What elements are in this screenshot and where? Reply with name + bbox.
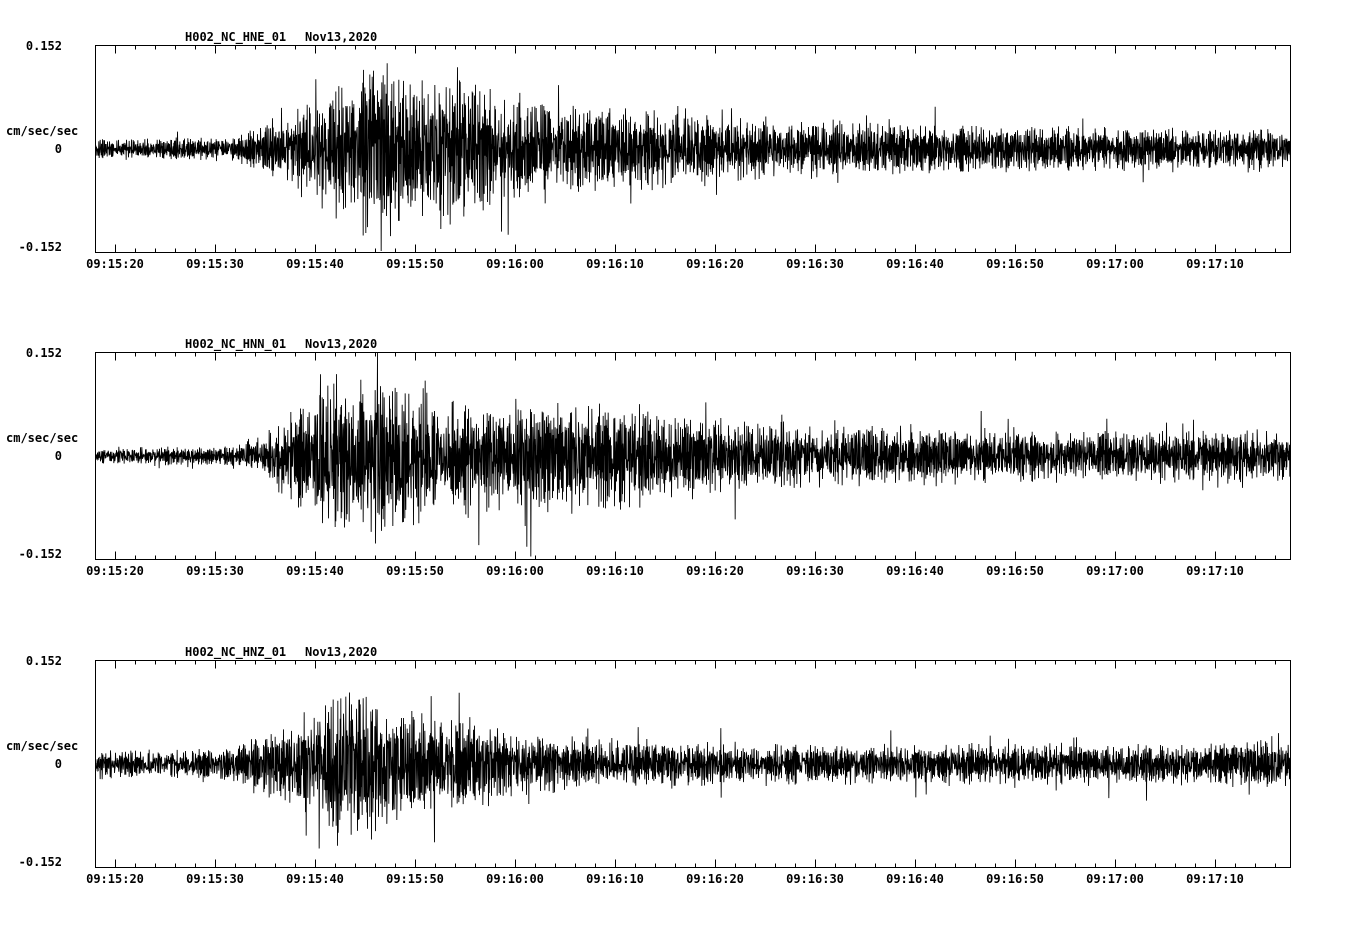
x-axis-labels: 09:15:20 09:15:30 09:15:40 09:15:50 09:16:00… [0,872,1358,888]
x-axis-time-label: 09:16:20 [686,872,744,886]
x-axis-time-label: 09:16:30 [786,872,844,886]
x-axis-time-label: 09:16:00 [486,257,544,271]
x-axis-time-label: 09:17:10 [1186,564,1244,578]
x-axis-time-label: 09:16:20 [686,257,744,271]
waveform-plot [95,45,1291,253]
x-axis-time-label: 09:15:40 [286,872,344,886]
x-axis-time-label: 09:17:10 [1186,257,1244,271]
trace-title: H002_NC_HNE_01 [185,30,287,44]
x-axis-time-label: 09:15:40 [286,257,344,271]
x-axis-time-label: 09:16:50 [986,564,1044,578]
x-axis-time-label: 09:15:50 [386,564,444,578]
x-axis-time-label: 09:15:20 [86,257,144,271]
y-axis-min-label: -0.152 [18,547,62,561]
y-axis-max-label: 0.152 [25,39,62,53]
x-axis-time-label: 09:16:50 [986,872,1044,886]
y-axis-unit-label: cm/sec/sec [6,431,79,445]
y-axis-min-label: -0.152 [18,855,62,869]
x-axis-time-label: 09:15:30 [186,872,244,886]
x-axis-time-label: 09:15:30 [186,564,244,578]
y-axis-zero-label: 0 [54,142,62,156]
y-axis-zero-label: 0 [54,449,62,463]
trace-date: Nov13,2020 [305,645,378,659]
seismic-trace [95,352,1291,557]
x-axis-time-label: 09:16:00 [486,872,544,886]
x-axis-time-label: 09:16:10 [586,872,644,886]
x-axis-time-label: 09:15:50 [386,872,444,886]
trace-title: H002_NC_HNN_01 [185,337,287,351]
x-axis-time-label: 09:17:00 [1086,564,1144,578]
seismogram-panel-hnz: H002_NC_HNZ_01 Nov13,2020 cm/sec/sec 0.1… [0,625,1358,925]
x-axis-time-label: 09:17:00 [1086,872,1144,886]
x-axis-time-label: 09:16:00 [486,564,544,578]
x-axis-time-label: 09:16:50 [986,257,1044,271]
x-axis-time-label: 09:16:20 [686,564,744,578]
y-axis-max-label: 0.152 [25,346,62,360]
y-axis-unit-label: cm/sec/sec [6,739,79,753]
trace-date: Nov13,2020 [305,337,378,351]
x-axis-time-label: 09:17:00 [1086,257,1144,271]
trace-date: Nov13,2020 [305,30,378,44]
x-axis-time-label: 09:16:10 [586,564,644,578]
y-axis-zero-label: 0 [54,757,62,771]
axis-ticks [95,660,1291,868]
x-axis-time-label: 09:15:40 [286,564,344,578]
x-axis-time-label: 09:15:20 [86,872,144,886]
axis-ticks [95,352,1291,560]
y-axis-max-label: 0.152 [25,654,62,668]
y-axis-unit-label: cm/sec/sec [6,124,79,138]
seismic-trace [95,63,1291,251]
x-axis-time-label: 09:15:20 [86,564,144,578]
x-axis-time-label: 09:15:30 [186,257,244,271]
x-axis-time-label: 09:16:40 [886,872,944,886]
seismic-trace [95,692,1291,849]
waveform-plot [95,660,1291,868]
x-axis-time-label: 09:15:50 [386,257,444,271]
x-axis-time-label: 09:16:30 [786,257,844,271]
seismogram-panel-hnn: H002_NC_HNN_01 Nov13,2020 cm/sec/sec 0.1… [0,317,1358,617]
x-axis-time-label: 09:16:30 [786,564,844,578]
y-axis-min-label: -0.152 [18,240,62,254]
axis-ticks [95,45,1291,253]
x-axis-time-label: 09:16:40 [886,564,944,578]
x-axis-labels: 09:15:20 09:15:30 09:15:40 09:15:50 09:16:00… [0,257,1358,273]
x-axis-labels: 09:15:20 09:15:30 09:15:40 09:15:50 09:16:00… [0,564,1358,580]
x-axis-time-label: 09:17:10 [1186,872,1244,886]
waveform-plot [95,352,1291,560]
x-axis-time-label: 09:16:40 [886,257,944,271]
seismogram-panel-hne: H002_NC_HNE_01 Nov13,2020 cm/sec/sec 0.1… [0,10,1358,310]
x-axis-time-label: 09:16:10 [586,257,644,271]
trace-title: H002_NC_HNZ_01 [185,645,287,659]
